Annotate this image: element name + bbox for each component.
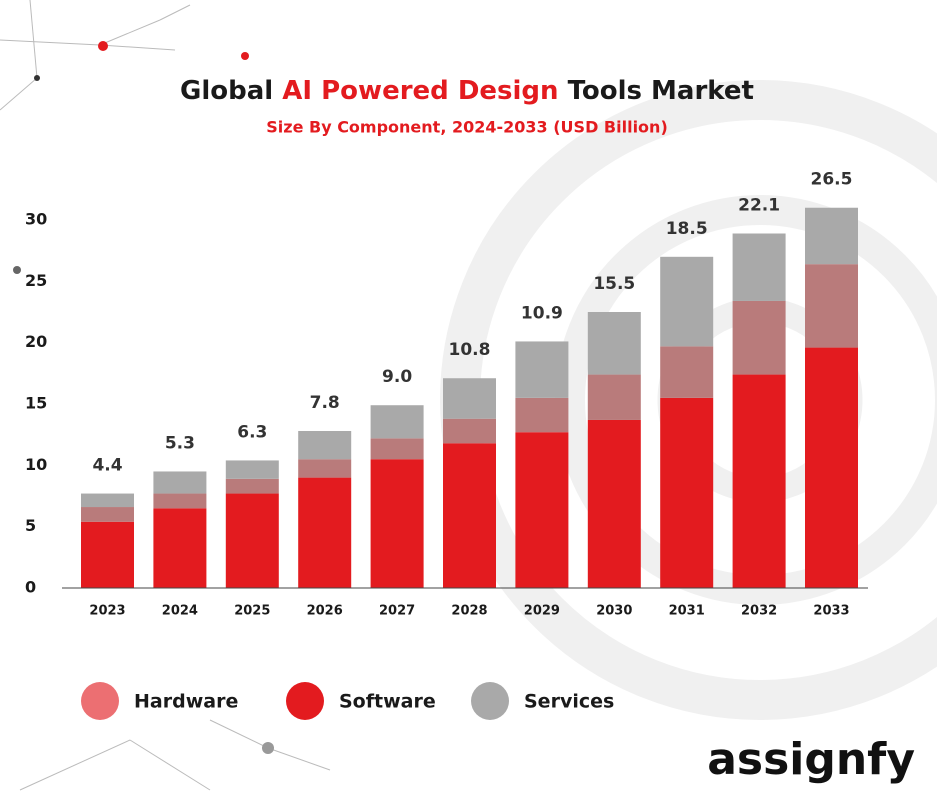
y-tick-label: 10	[25, 455, 47, 474]
legend-swatch	[471, 682, 509, 720]
y-tick-label: 0	[25, 578, 36, 597]
legend-label: Software	[339, 691, 436, 713]
bar-segment	[225, 478, 279, 494]
bar-segment	[515, 397, 569, 433]
total-label: 22.1	[738, 195, 780, 215]
bar-segment	[587, 374, 641, 420]
bar-segment	[660, 346, 714, 398]
legend-label: Hardware	[134, 691, 238, 713]
x-tick-label: 2023	[89, 604, 125, 619]
y-tick-label: 5	[25, 516, 36, 535]
total-label: 5.3	[165, 433, 195, 453]
total-label: 18.5	[666, 219, 708, 239]
bar-segment	[515, 341, 569, 398]
total-label: 9.0	[382, 367, 412, 387]
bar-segment	[370, 405, 424, 439]
legend-label: Services	[524, 691, 614, 713]
bar-segment	[298, 430, 352, 460]
chart-title: Global AI Powered Design Tools Market	[180, 76, 754, 106]
bar-segment	[225, 460, 279, 479]
bar-segment	[81, 493, 134, 508]
x-tick-label: 2026	[307, 604, 343, 619]
bar-segment	[225, 493, 279, 588]
x-tick-label: 2027	[379, 604, 415, 619]
total-label: 7.8	[310, 393, 340, 413]
bar-segment	[660, 256, 714, 347]
legend-swatch	[81, 682, 119, 720]
y-tick-label: 15	[25, 394, 47, 413]
brand-logo: assignfy	[707, 734, 915, 785]
x-tick-label: 2033	[813, 604, 849, 619]
bar-segment	[153, 508, 207, 588]
title-part: Global	[180, 76, 273, 106]
total-label: 10.8	[449, 340, 491, 360]
x-tick-label: 2031	[669, 604, 705, 619]
bar-segment	[732, 374, 786, 588]
network-decor	[0, 0, 331, 791]
x-tick-label: 2032	[741, 604, 777, 619]
total-label: 4.4	[92, 456, 122, 476]
y-tick-label: 30	[25, 210, 47, 229]
title-part: Tools Market	[568, 76, 754, 106]
bar-segment	[153, 493, 207, 509]
bar-segment	[298, 459, 352, 478]
bar-segment	[660, 397, 714, 588]
bar-segment	[443, 378, 496, 419]
chart-subtitle: Size By Component, 2024-2033 (USD Billio…	[266, 118, 668, 137]
bar-segment	[587, 419, 641, 588]
x-tick-label: 2030	[596, 604, 632, 619]
y-tick-label: 25	[25, 271, 47, 290]
x-tick-label: 2029	[524, 604, 560, 619]
total-label: 6.3	[237, 422, 267, 442]
bar-segment	[370, 438, 424, 460]
bar-segment	[732, 300, 786, 375]
x-tick-label: 2028	[451, 604, 487, 619]
bar-segment	[805, 264, 858, 348]
bar-segment	[515, 432, 569, 588]
bar-segment	[298, 477, 352, 588]
total-label: 10.9	[521, 303, 563, 323]
legend-swatch	[286, 682, 324, 720]
x-tick-label: 2024	[162, 604, 198, 619]
bar-segment	[805, 207, 858, 265]
bar-segment	[587, 312, 641, 375]
total-label: 26.5	[811, 170, 853, 190]
bar-segment	[805, 347, 858, 588]
bar-segment	[443, 418, 496, 444]
bar-segment	[732, 233, 786, 301]
title-highlight: AI Powered Design	[282, 76, 558, 106]
bar-segment	[81, 521, 134, 588]
bar-segment	[81, 507, 134, 522]
bar-segment	[443, 443, 496, 588]
y-tick-label: 20	[25, 332, 47, 351]
bar-segment	[153, 471, 207, 494]
bar-segment	[370, 459, 424, 588]
total-label: 15.5	[593, 274, 635, 294]
x-tick-label: 2025	[234, 604, 270, 619]
